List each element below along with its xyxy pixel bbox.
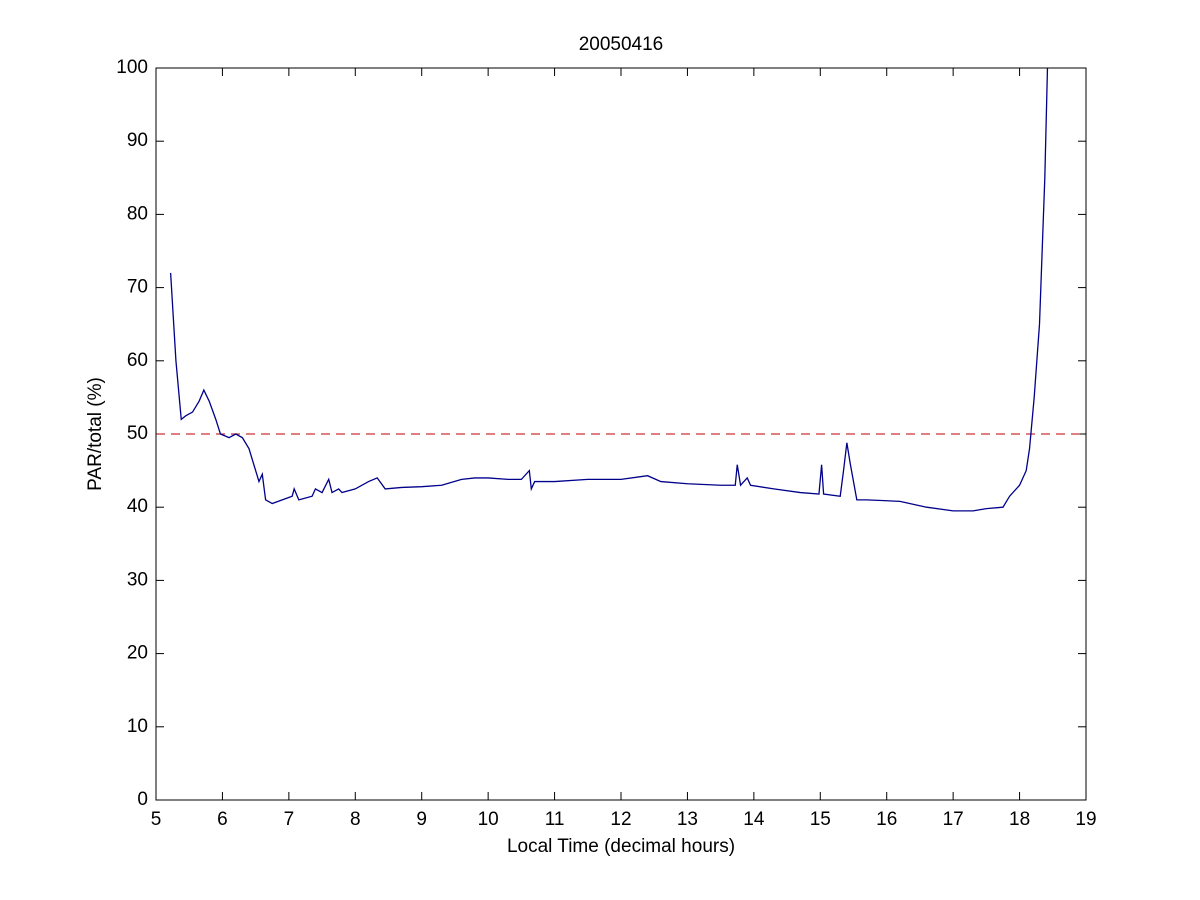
y-tick-label: 40: [127, 496, 148, 517]
y-tick-label: 60: [127, 350, 148, 371]
plot-frame: [155, 67, 1087, 801]
chart-title: 20050416: [579, 34, 664, 55]
x-tick-label: 15: [810, 809, 831, 830]
x-tick-label: 18: [1009, 809, 1030, 830]
x-tick-label: 16: [876, 809, 897, 830]
x-tick-label: 8: [350, 809, 361, 830]
x-tick-label: 11: [545, 809, 565, 830]
y-tick-label: 30: [127, 569, 148, 590]
x-tick-label: 9: [416, 809, 427, 830]
x-tick-label: 19: [1075, 809, 1096, 830]
x-tick-label: 7: [284, 809, 295, 830]
y-tick-label: 100: [116, 57, 148, 78]
y-axis-label: PAR/total (%): [85, 377, 106, 491]
y-tick-label: 20: [127, 643, 148, 664]
x-tick-label: 14: [743, 809, 765, 830]
y-tick-label: 50: [127, 423, 148, 444]
x-tick-label: 10: [478, 809, 499, 830]
y-tick-label: 10: [127, 716, 148, 737]
x-tick-label: 6: [217, 809, 228, 830]
y-tick-label: 0: [137, 789, 148, 810]
x-tick-label: 17: [943, 809, 964, 830]
data-line: [169, 67, 1049, 512]
x-tick-label: 13: [677, 809, 698, 830]
x-tick-label: 5: [151, 809, 162, 830]
y-tick-label: 90: [127, 130, 148, 151]
y-tick-label: 80: [127, 203, 148, 224]
y-tick-label: 70: [127, 277, 148, 298]
x-tick-label: 12: [610, 809, 631, 830]
x-axis-label: Local Time (decimal hours): [507, 836, 735, 857]
